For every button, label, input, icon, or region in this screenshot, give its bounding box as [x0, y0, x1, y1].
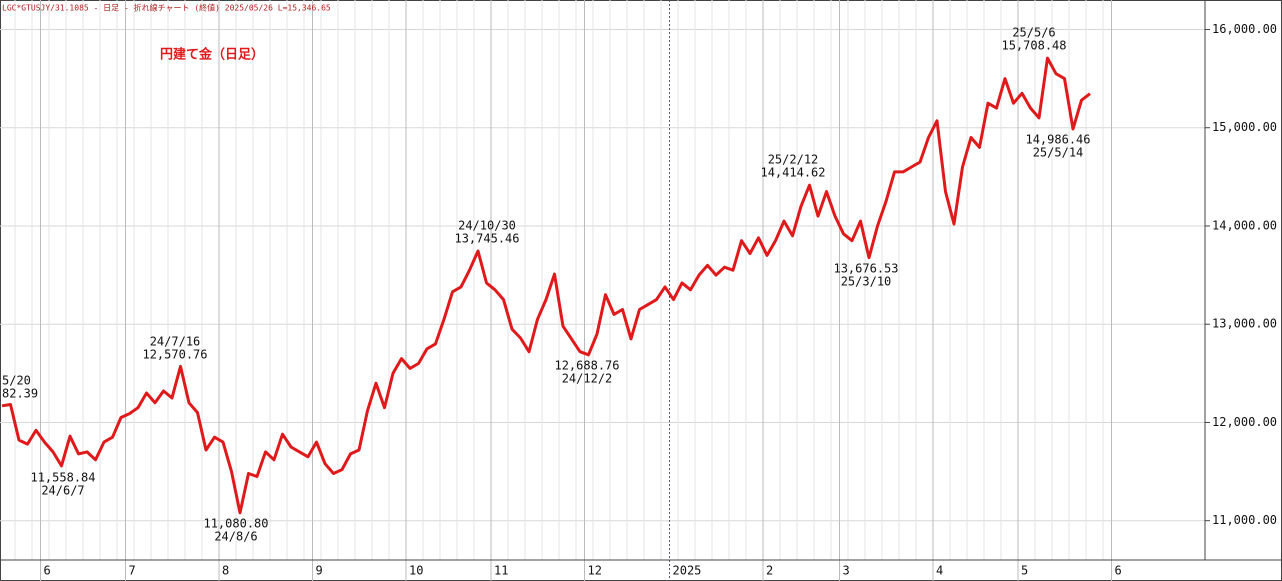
- annotation: 24/7/16: [150, 335, 201, 349]
- grid: [0, 0, 1205, 581]
- y-tick-label: 12,000.00: [1212, 415, 1277, 429]
- x-tick-label: 4: [936, 564, 943, 578]
- annotation: 12,688.76: [554, 359, 619, 373]
- annotation: 15,708.48: [1001, 39, 1066, 53]
- y-tick-label: 15,000.00: [1212, 120, 1277, 134]
- chart-title: 円建て金（日足）: [160, 47, 264, 63]
- annotation: 24/8/6: [214, 530, 257, 544]
- annotation: 24/6/7: [41, 484, 84, 498]
- header: LGC*GTUSJY/31.1085 - 日足 - 折れ線チャート (終値) 2…: [2, 3, 331, 13]
- annotation: 14,414.62: [760, 166, 825, 180]
- x-tick-label: 8: [222, 564, 229, 578]
- x-tick-label: 10: [409, 564, 423, 578]
- annotation: 14,986.46: [1025, 133, 1090, 147]
- annotation: 13,676.53: [833, 262, 898, 276]
- x-tick-label: 3: [843, 564, 850, 578]
- x-tick-label: 2025: [673, 564, 702, 578]
- annotation: 5/20: [2, 374, 31, 388]
- y-tick-label: 13,000.00: [1212, 317, 1277, 331]
- annotation: 24/10/30: [458, 219, 516, 233]
- x-tick-label: 9: [316, 564, 323, 578]
- x-tick-label: 12: [588, 564, 602, 578]
- annotation: 12,570.76: [142, 348, 207, 362]
- annotation: 24/12/2: [562, 372, 613, 386]
- annotation: 25/5/14: [1033, 146, 1084, 160]
- annotation: 82.39: [2, 387, 38, 401]
- x-tick-label: 5: [1021, 564, 1028, 578]
- annotation: 25/3/10: [841, 275, 892, 289]
- y-tick-label: 16,000.00: [1212, 22, 1277, 36]
- annotation: 11,558.84: [30, 471, 95, 485]
- annotation: 25/2/12: [768, 153, 819, 167]
- annotation: 11,080.80: [203, 517, 268, 531]
- x-tick-label: 2: [766, 564, 773, 578]
- x-tick-label: 6: [1115, 564, 1122, 578]
- x-tick-label: 6: [44, 564, 51, 578]
- x-tick-label: 7: [129, 564, 136, 578]
- annotation: 25/5/6: [1012, 26, 1055, 40]
- y-tick-label: 14,000.00: [1212, 218, 1277, 232]
- annotation: 13,745.46: [454, 232, 519, 246]
- line-series: [1, 56, 1091, 515]
- y-tick-label: 11,000.00: [1212, 513, 1277, 527]
- x-tick-label: 11: [494, 564, 508, 578]
